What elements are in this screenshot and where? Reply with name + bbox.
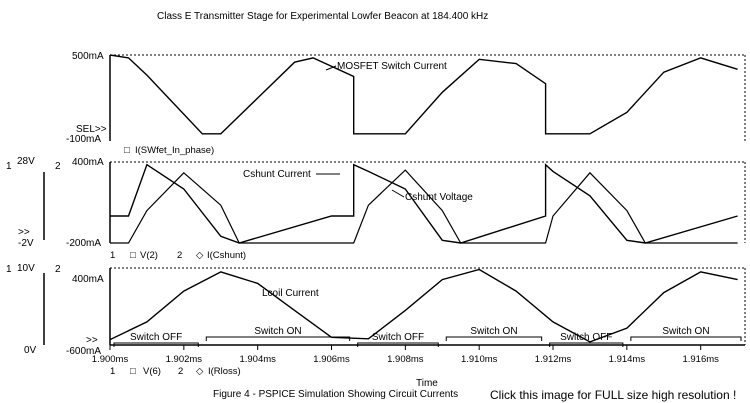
panel3-axis-id-2: 2: [55, 264, 61, 275]
switch-state-bracket: [630, 336, 742, 341]
panel1-legend-marker: □: [124, 145, 130, 156]
x-tick-label: 1.906ms: [313, 354, 350, 365]
panel3-legend-marker-1: □: [130, 366, 136, 377]
panel3-sel-arrow: >>: [86, 335, 98, 346]
panel1-ybottom-label: -100mA: [66, 134, 101, 145]
x-tick-label: 1.900ms: [92, 354, 129, 365]
panel3-legend-label-2: I(Rloss): [208, 366, 241, 377]
switch-state-label: Switch OFF: [560, 332, 612, 343]
switch-state-bracket: [113, 342, 199, 347]
cshunt-current-annotation: Cshunt Current: [243, 169, 311, 180]
panel2-ybottom-label: -200mA: [66, 238, 101, 249]
x-tick-label: 1.904ms: [239, 354, 276, 365]
panel1-ytop-label: 500mA: [72, 51, 104, 62]
panel2-legend-id-1: 1: [110, 250, 115, 261]
mosfet-annotation: MOSFET Switch Current: [337, 61, 447, 72]
panel3-legend-label-1: V(6): [143, 366, 161, 377]
panel2-sel-arrow: >>: [18, 227, 30, 238]
switch-state-bracket: [357, 342, 439, 347]
panel2-legend-id-2: 2: [177, 250, 182, 261]
mosfet-annotation-pointer: [325, 65, 337, 71]
series-i-swfet-in-phase-: [109, 54, 738, 135]
plot-title: Class E Transmitter Stage for Experiment…: [157, 11, 488, 22]
panel2-legend-marker-1: □: [130, 250, 136, 261]
lcoil-annotation: Lcoil Current: [262, 288, 319, 299]
series-v-2-: [110, 169, 738, 244]
switch-state-bracket: [445, 336, 543, 341]
switch-state-label: Switch OFF: [130, 332, 182, 343]
switch-state-label: Switch ON: [470, 326, 517, 337]
panel2-legend-marker-2: ◇: [196, 250, 204, 261]
panel3-legend-id-2: 2: [178, 366, 183, 377]
panel2-left-top-label: 28V: [17, 156, 35, 167]
series-i-cshunt-: [110, 163, 738, 244]
panel1-sel-marker[interactable]: SEL>>: [76, 124, 107, 135]
panel1-legend-label: I(SWfet_In_phase): [135, 145, 214, 156]
x-tick-label: 1.902ms: [166, 354, 203, 365]
switch-state-bracket: [549, 342, 624, 347]
x-tick-label: 1.914ms: [609, 354, 646, 365]
lcoil-panel-frame: [43, 267, 746, 346]
series-i-rloss-: [109, 268, 738, 343]
mosfet-panel-frame: [109, 54, 746, 141]
panel2-left-bottom-label: -2V: [18, 238, 34, 249]
panel3-ybottom-label: -600mA: [66, 346, 101, 357]
x-axis-label: Time: [416, 378, 438, 389]
cshunt-voltage-pointer: [391, 189, 405, 198]
switch-state-label: Switch OFF: [372, 332, 424, 343]
x-tick-label: 1.912ms: [535, 354, 572, 365]
figure-caption: Figure 4 - PSPICE Simulation Showing Cir…: [213, 389, 458, 400]
panel3-legend-marker-2: ◇: [196, 366, 204, 377]
switch-state-label: Switch ON: [662, 326, 709, 337]
switch-state-bracket: [205, 336, 351, 341]
panel2-legend-label-2: I(Cshunt): [207, 250, 246, 261]
panel2-axis-id-2: 2: [55, 161, 61, 172]
panel3-left-top-label: 10V: [17, 263, 35, 274]
cshunt-voltage-annotation: Cshunt Voltage: [405, 192, 473, 203]
panel3-axis-id-1: 1: [6, 264, 12, 275]
panel3-legend-id-1: 1: [110, 366, 115, 377]
cshunt-panel-frame: [43, 161, 746, 243]
x-tick-label: 1.908ms: [387, 354, 424, 365]
switch-state-label: Switch ON: [254, 326, 301, 337]
panel3-ytop-label: 400mA: [72, 274, 104, 285]
panel3-left-bottom-label: 0V: [24, 345, 37, 356]
panel2-axis-id-1: 1: [6, 161, 12, 172]
x-tick-label: 1.910ms: [461, 354, 498, 365]
full-size-link[interactable]: Click this image for FULL size high reso…: [490, 388, 736, 402]
x-tick-label: 1.916ms: [682, 354, 719, 365]
panel2-legend-label-1: V(2): [140, 250, 158, 261]
panel2-ytop-label: 400mA: [72, 157, 104, 168]
